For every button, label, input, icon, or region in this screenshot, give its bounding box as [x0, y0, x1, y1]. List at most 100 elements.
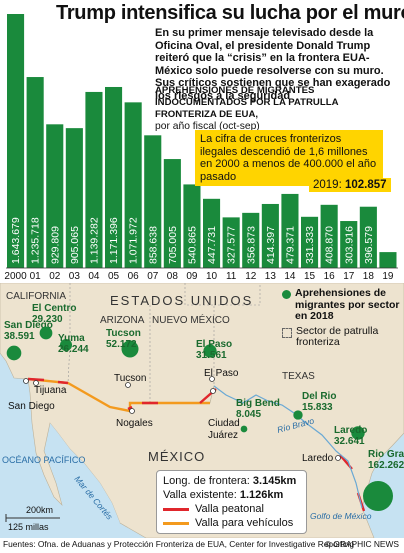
label-gulf-mexico: Golfo de México	[310, 511, 372, 521]
sector-circle-yuma	[59, 338, 73, 352]
last-value-number: 102.857	[344, 179, 387, 191]
bar-value-label-08: 705.005	[167, 226, 179, 264]
bar-19	[379, 252, 397, 268]
bar-chart: 1.643.679 1.235.718 929.809 905.065 1.139.28…	[4, 14, 398, 282]
x-tick-09: 09	[186, 271, 198, 282]
bar-02	[46, 124, 64, 268]
bar-value-label-07: 858.638	[147, 226, 159, 264]
city-dot-tucson	[125, 382, 131, 388]
city-dot-san-diego	[23, 378, 29, 384]
bar-2000	[7, 14, 25, 268]
legend-circle-icon	[282, 290, 291, 299]
legend-fence-label: Valla existente:	[163, 489, 237, 501]
legend-ped-label: Valla peatonal	[195, 503, 264, 515]
chart-subhead: Aprehensiones de Migrantes Indocumentado…	[155, 85, 401, 133]
legend-ped-swatch	[163, 507, 189, 511]
sector-circle-san-diego	[6, 345, 22, 361]
x-tick-07: 07	[147, 271, 159, 282]
x-tick-04: 04	[88, 271, 100, 282]
bar-value-label-15: 331.333	[304, 226, 316, 264]
bar-10	[203, 198, 221, 268]
sector-circle-el-centro	[39, 326, 53, 340]
sector-circle-tucson	[121, 340, 139, 358]
city-dot-nogales	[129, 408, 135, 414]
x-tick-18: 18	[363, 271, 375, 282]
sector-value-san-diego: 38.591	[4, 331, 35, 342]
legend-circle-text: Aprehensiones de migrantes por sector en…	[295, 287, 400, 322]
bar-11	[222, 217, 240, 268]
bar-value-label-18: 396.579	[363, 226, 375, 264]
label-texas: TEXAS	[282, 371, 315, 382]
sector-legend: Aprehensiones de migrantes por sector en…	[282, 287, 400, 349]
city-dot-el-paso	[209, 376, 215, 382]
legend-length-label: Long. de frontera:	[163, 475, 250, 487]
label-city-nogales: Nogales	[116, 418, 153, 429]
legend-sector-text: Sector de patrulla fronteriza	[296, 324, 379, 348]
gulf-of-california	[50, 423, 120, 523]
x-tick-11: 11	[226, 271, 237, 282]
x-tick-2000: 2000	[4, 271, 27, 282]
sector-name-rio-grande: Rio Grande	[368, 449, 404, 460]
legend-fence-value: 1.126km	[239, 489, 284, 501]
sector-circle-del-rio	[293, 410, 303, 420]
fence-legend: Long. de frontera: 3.145km Valla existen…	[156, 470, 307, 534]
sector-value-tucson: 52.172	[106, 339, 137, 350]
legend-veh-label: Valla para vehículos	[195, 517, 294, 529]
bar-value-label-05: 1.171.396	[108, 217, 120, 264]
last-value-badge: 2019: 102.857	[309, 178, 391, 192]
sector-value-laredo: 32.641	[334, 436, 365, 447]
bar-value-label-06: 1.071.972	[128, 217, 140, 264]
label-city-san-diego: San Diego	[8, 401, 55, 412]
sector-value-el-paso: 31.561	[196, 350, 227, 361]
city-dot-juarez	[210, 388, 216, 394]
bar-06	[124, 102, 142, 268]
x-tick-01: 01	[30, 271, 42, 282]
chart-subhead-main: Aprehensiones de Migrantes Indocumentado…	[155, 85, 339, 120]
x-tick-19: 19	[382, 271, 394, 282]
label-pacific: OCÉANO PACÍFICO	[2, 455, 85, 465]
bar-value-label-2000: 1.643.679	[10, 217, 22, 264]
sector-name-del-rio: Del Rio	[302, 391, 336, 402]
sector-name-san-diego: San Diego	[4, 320, 53, 331]
bar-14	[281, 193, 299, 268]
legend-veh-swatch	[163, 521, 189, 525]
label-arizona: ARIZONA	[100, 315, 145, 326]
footer: Fuentes: Ofna. de Aduanas y Protección F…	[3, 539, 401, 549]
sector-value-rio-grande: 162.262	[368, 460, 404, 471]
legend-length-row: Long. de frontera: 3.145km	[163, 475, 296, 487]
label-city-el-paso: El Paso	[204, 368, 239, 379]
label-california: CALIFORNIA	[6, 291, 66, 302]
x-tick-02: 02	[49, 271, 61, 282]
city-dot-tijuana	[33, 380, 39, 386]
x-tick-15: 15	[304, 271, 316, 282]
bar-12	[242, 212, 260, 268]
x-tick-03: 03	[69, 271, 81, 282]
footer-source: Fuentes: Ofna. de Aduanas y Protección F…	[3, 539, 355, 549]
sector-name-el-paso: El Paso	[196, 339, 232, 350]
sector-circle-big-bend	[240, 425, 248, 433]
sector-value-yuma: 26.244	[58, 344, 89, 355]
x-tick-06: 06	[128, 271, 140, 282]
callout-box: La cifra de cruces fronterizos ilegales …	[195, 130, 383, 187]
city-markers	[23, 376, 341, 461]
sector-value-el-centro: 29.230	[32, 314, 63, 325]
bar-value-label-01: 1.235.718	[30, 217, 42, 264]
sector-name-laredo: Laredo	[334, 425, 367, 436]
sector-legend-sector-row: Sector de patrulla fronteriza	[282, 324, 400, 349]
sector-legend-circle-row: Aprehensiones de migrantes por sector en…	[282, 287, 400, 323]
x-tick-17: 17	[343, 271, 355, 282]
bar-01	[26, 77, 44, 268]
footer-credit: © GRAPHIC NEWS	[324, 539, 399, 549]
bar-04	[85, 91, 103, 269]
x-tick-05: 05	[108, 271, 120, 282]
sector-name-el-centro: El Centro	[32, 303, 76, 314]
intro-text: En su primer mensaje televisado desde la…	[155, 27, 391, 102]
legend-sector-icon	[282, 327, 292, 338]
bar-18	[359, 206, 377, 268]
bar-03	[65, 128, 83, 268]
bar-16	[320, 204, 338, 268]
bar-value-label-17: 303.916	[343, 226, 355, 264]
bar-value-label-11: 327.577	[226, 226, 238, 264]
bar-value-label-14: 479.371	[284, 226, 296, 264]
scale-mi: 125 millas	[8, 522, 49, 532]
